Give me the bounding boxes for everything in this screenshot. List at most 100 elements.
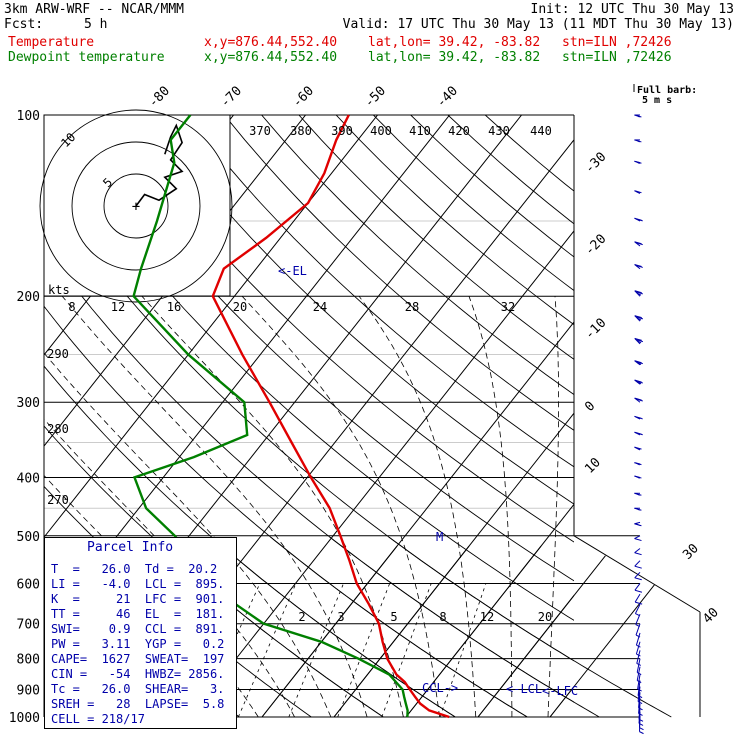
- theta-label: 280: [47, 422, 69, 436]
- mixing-ratio-label: 2: [298, 610, 305, 624]
- wind-barb-flag: [636, 317, 642, 321]
- dewpoint-xy: x,y=876.44,552.40: [204, 50, 338, 65]
- wind-barb: [634, 360, 643, 366]
- barb-legend-unit: 5 m s: [642, 95, 672, 106]
- wind-barb-staff: [637, 674, 641, 690]
- wind-barb-flag: [636, 340, 642, 344]
- wind-barb: [634, 160, 642, 165]
- wind-barb-flag: [635, 264, 643, 268]
- wind-barb-staff: [636, 650, 641, 664]
- wind-barb-flag: [635, 218, 643, 222]
- wind-barb-staff: [638, 697, 641, 714]
- wind-barb: [639, 715, 644, 735]
- pressure-tick-label: 200: [17, 290, 40, 305]
- dry-adiabat-line: [447, 115, 574, 225]
- speed-tick-label: 16: [167, 300, 181, 314]
- mixing-ratio-line: [237, 583, 297, 718]
- sounding-annotation: <-LCL: [506, 682, 542, 696]
- wind-barb-flag: [635, 139, 640, 143]
- theta-label: 400: [370, 124, 392, 138]
- wind-barb-flag: [636, 362, 642, 365]
- wind-barb-flag: [635, 114, 640, 118]
- wind-barb-flag: [634, 397, 642, 401]
- wind-barb-flag: [635, 291, 644, 295]
- wind-barb-staff: [634, 535, 641, 540]
- moist-adiabat-line: [61, 295, 368, 718]
- parcel-info-row: CIN = -54 HWBZ= 2856.: [51, 667, 225, 681]
- isotherm-line: [333, 412, 574, 718]
- wind-barb-flag: [635, 462, 640, 466]
- isotherm-label: -30: [582, 150, 609, 177]
- parcel-info-title: Parcel Info: [87, 540, 174, 555]
- wind-barb-flag: [635, 380, 643, 384]
- pressure-tick-label: 400: [17, 471, 40, 486]
- mixing-ratio-label: 8: [439, 610, 446, 624]
- parcel-info-row: K = 21 LFC = 901.: [51, 592, 225, 606]
- wind-barb-flag: [634, 241, 642, 245]
- parcel-info-row: PW = 3.11 YGP = 0.2: [51, 637, 225, 651]
- isotherm-label: -60: [290, 84, 317, 111]
- theta-label: 420: [448, 124, 470, 138]
- wind-barb-staff: [635, 614, 641, 625]
- pressure-tick-label: 300: [17, 396, 40, 411]
- isotherm-line: [405, 545, 542, 718]
- sounding-annotation: <-EL: [278, 264, 307, 278]
- wind-barb-staff: [634, 604, 641, 614]
- speed-tick-label: 24: [313, 300, 327, 314]
- mixing-ratio-label: 3: [337, 610, 344, 624]
- wind-barb-staff: [635, 623, 641, 636]
- wind-barb-flag: [635, 613, 640, 616]
- wind-barb-staff: [634, 593, 641, 603]
- dewpoint-trace: [132, 114, 409, 718]
- wind-barb: [634, 521, 642, 527]
- isotherm-label: 40: [700, 605, 722, 627]
- right-skew-edge: [573, 535, 701, 613]
- wind-barb-flag: [635, 190, 640, 194]
- dry-adiabat-line: [372, 537, 672, 718]
- sounding-annotation: CCL->: [422, 681, 458, 695]
- wind-barb-flag: [636, 672, 642, 675]
- parcel-info-row: T = 26.0 Td = 20.2: [51, 562, 218, 576]
- wind-barb: [634, 475, 642, 479]
- isotherm-label: -70: [218, 84, 245, 111]
- dry-adiabat-line: [223, 115, 574, 431]
- wind-barb: [634, 583, 643, 593]
- mixing-ratio-label: 5: [390, 610, 397, 624]
- wind-barb-flag: [635, 523, 640, 526]
- wind-barb: [634, 604, 641, 616]
- wind-barb: [634, 379, 643, 385]
- theta-label: 370: [249, 124, 271, 138]
- dry-adiabat-line: [149, 115, 574, 505]
- mixing-ratio-label: 12: [480, 610, 494, 624]
- isotherm-line: [44, 115, 378, 539]
- wind-barb-staff: [634, 560, 641, 567]
- isotherm-label: -10: [582, 316, 609, 343]
- wind-barb-flag: [635, 601, 643, 605]
- speed-tick-label: 28: [405, 300, 419, 314]
- temperature-trace: [211, 114, 450, 719]
- wind-barb-flag: [635, 492, 640, 496]
- isotherm-label: -20: [582, 232, 609, 259]
- wind-barb-flag: [635, 416, 643, 420]
- hodograph-center-mark: +: [132, 199, 140, 215]
- parcel-info-panel: Parcel Info T = 26.0 Td = 20.2 LI = -4.0 …: [44, 537, 237, 729]
- dry-adiabat-line: [298, 115, 574, 360]
- mixing-ratio-line: [199, 583, 261, 718]
- isotherm-line: [0, 115, 18, 717]
- isotherm-label: 10: [582, 455, 604, 477]
- dry-adiabat-line: [44, 123, 574, 621]
- wind-barb: [634, 217, 643, 222]
- wind-barb-flag: [634, 360, 642, 364]
- theta-label: 380: [290, 124, 312, 138]
- mixing-ratio-group: [199, 583, 487, 718]
- parcel-info-row: TT = 46 EL = 181.: [51, 607, 225, 621]
- temperature-latlon: lat,lon= 39.42, -83.82: [368, 35, 541, 50]
- wind-barb: [634, 397, 643, 403]
- isotherm-label: -80: [146, 84, 173, 111]
- theta-label: 390: [331, 124, 353, 138]
- wind-barb: [634, 315, 644, 322]
- theta-label: 290: [47, 347, 69, 361]
- isotherm-line: [189, 230, 574, 718]
- dry-adiabat-line: [74, 115, 574, 582]
- pressure-tick-label: 100: [17, 109, 40, 124]
